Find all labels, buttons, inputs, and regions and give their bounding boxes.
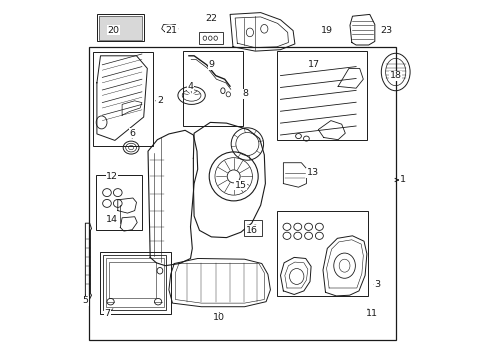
Text: 7: 7 [104,309,110,318]
Bar [276,211,367,296]
Bar [99,16,142,40]
Text: 15: 15 [234,181,246,190]
Bar [106,258,163,307]
Text: 11: 11 [366,309,378,318]
Text: 9: 9 [208,60,214,69]
Text: 4: 4 [187,82,193,91]
Bar [92,52,152,146]
Text: 5: 5 [82,296,88,305]
Bar [244,220,261,236]
Text: 8: 8 [242,89,248,98]
Bar [89,47,395,340]
Text: 13: 13 [306,168,318,177]
Bar [103,255,166,310]
Text: 18: 18 [389,71,401,80]
Bar [97,14,143,41]
Bar [183,51,242,126]
Text: 2: 2 [157,96,163,105]
Bar [96,175,142,230]
Text: 21: 21 [165,26,178,35]
Text: 3: 3 [374,280,380,289]
Bar [199,32,223,44]
Text: 6: 6 [129,129,135,138]
Text: 22: 22 [205,14,217,23]
Text: 14: 14 [106,215,118,224]
Text: 1: 1 [399,175,405,184]
Bar [101,252,170,314]
Text: 12: 12 [106,172,118,181]
Text: 17: 17 [307,60,319,69]
Text: 23: 23 [379,26,391,35]
Text: 19: 19 [321,26,333,35]
Bar [109,262,156,298]
Text: 20: 20 [107,26,119,35]
Text: 10: 10 [213,313,225,322]
Text: 16: 16 [245,226,257,235]
Bar [276,51,366,140]
Bar [99,16,142,40]
